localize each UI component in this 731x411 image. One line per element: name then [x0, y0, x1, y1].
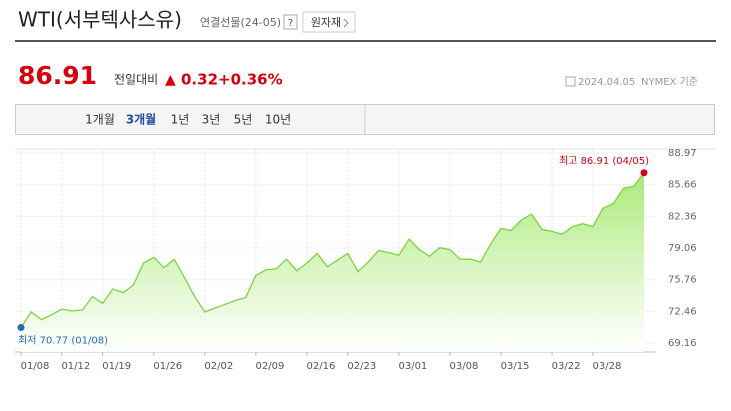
line [20, 172, 645, 328]
high-label: 최고 86.91 (04/05) [559, 155, 649, 167]
x-tick-label: 02/02 [204, 361, 233, 372]
x-tick-label: 03/01 [398, 361, 427, 372]
tab[interactable]: 3개월 [126, 112, 156, 127]
change-label: 전일대비 [114, 73, 158, 87]
low-label: 최저 70.77 (01/08) [18, 335, 108, 347]
tab[interactable]: 10년 [265, 113, 291, 127]
tab[interactable]: 5년 [234, 113, 253, 127]
help[interactable]: ? [288, 18, 293, 29]
tab[interactable]: 3년 [202, 113, 221, 127]
source: NYMEX 기준 [641, 76, 698, 88]
title: WTI(서부텍사스유) [18, 8, 182, 32]
date: 2024.04.05 [578, 77, 635, 88]
change-arrow: ▲ [165, 72, 176, 88]
y-tick-label: 88.97 [668, 148, 697, 159]
button[interactable]: 원자재 [311, 16, 341, 29]
subtitle: 연결선물(24-05) [200, 16, 281, 29]
tab[interactable]: 1년 [171, 113, 190, 127]
x-tick-label: 01/26 [153, 361, 182, 372]
button-arrow [343, 18, 349, 28]
x-tick-label: 01/08 [21, 361, 50, 372]
calendar-icon [565, 76, 576, 87]
help-box[interactable] [283, 14, 298, 30]
low-point [17, 324, 25, 332]
tab[interactable]: 1개월 [85, 113, 115, 127]
change-pct: +0.36% [218, 71, 283, 89]
y-tick-label: 85.66 [668, 180, 697, 191]
x-tick-label: 03/28 [593, 361, 622, 372]
y-tick-label: 79.06 [668, 243, 697, 254]
x-tick-label: 01/19 [102, 361, 131, 372]
price: 86.91 [18, 61, 97, 90]
x-tick-label: 02/09 [255, 361, 284, 372]
y-tick-label: 72.46 [668, 306, 697, 317]
high-point [640, 169, 648, 177]
x-tick-label: 02/23 [347, 361, 376, 372]
x-tick-label: 01/12 [61, 361, 90, 372]
y-tick-label: 69.16 [668, 338, 697, 349]
change: 0.32 [181, 71, 218, 89]
y-tick-label: 82.36 [668, 211, 697, 222]
x-tick-label: 03/08 [450, 361, 479, 372]
y-tick-label: 75.76 [668, 275, 697, 286]
button-box[interactable] [302, 11, 356, 33]
x-tick-label: 02/16 [307, 361, 336, 372]
x-tick-label: 03/15 [501, 361, 530, 372]
x-tick-label: 03/22 [552, 361, 581, 372]
area [21, 172, 644, 352]
